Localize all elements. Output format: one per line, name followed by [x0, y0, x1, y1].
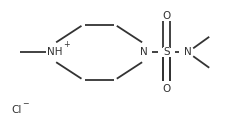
Text: N: N [184, 47, 191, 57]
Text: +: + [63, 40, 70, 49]
Text: O: O [162, 11, 171, 21]
Text: S: S [163, 47, 170, 57]
Text: −: − [22, 100, 29, 108]
Text: O: O [162, 84, 171, 94]
Text: N: N [140, 47, 147, 57]
Text: NH: NH [47, 47, 63, 57]
Text: Cl: Cl [12, 105, 22, 115]
